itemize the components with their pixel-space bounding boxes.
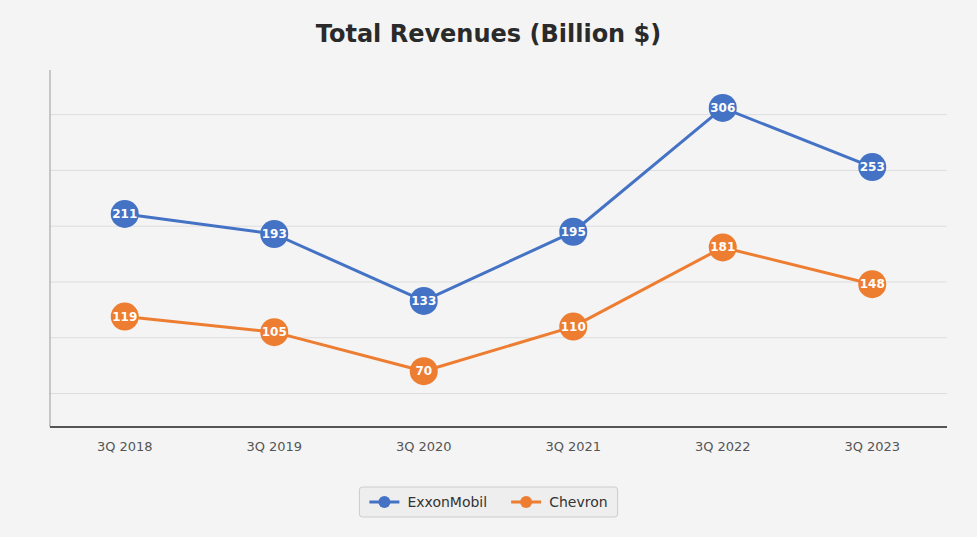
x-tick-label: 3Q 2022: [695, 439, 751, 454]
legend-label: ExxonMobil: [407, 494, 487, 510]
data-label: 181: [710, 240, 735, 254]
grid-line: [50, 114, 947, 115]
y-axis-line: [50, 70, 51, 427]
legend-marker: [520, 496, 532, 508]
grid-line: [50, 281, 947, 282]
chart-svg: Total Revenues (Billion $) 3Q 2018 3Q 2019…: [0, 0, 977, 537]
plot-area: [111, 94, 887, 385]
x-tick-label: 3Q 2023: [844, 439, 900, 454]
legend: ExxonMobil Chevron: [359, 487, 617, 517]
title: Total Revenues (Billion $): [316, 20, 661, 48]
marker: [559, 313, 587, 341]
marker: [111, 200, 139, 228]
series-line: [125, 108, 873, 301]
marker: [260, 220, 288, 248]
data-label: 211: [112, 207, 137, 221]
data-label: 110: [561, 320, 586, 334]
marker: [709, 233, 737, 261]
legend-label: Chevron: [549, 494, 607, 510]
data-label: 105: [262, 325, 287, 339]
marker: [111, 303, 139, 331]
legend-box: [359, 487, 617, 517]
data-label: 119: [112, 310, 137, 324]
data-label: 253: [860, 160, 885, 174]
x-tick-label: 3Q 2018: [97, 439, 153, 454]
grid-line: [50, 170, 947, 171]
marker: [709, 94, 737, 122]
data-label: 148: [860, 277, 885, 291]
marker: [410, 287, 438, 315]
grid-line: [50, 393, 947, 394]
grid-line: [50, 226, 947, 227]
x-tick-label: 3Q 2021: [545, 439, 601, 454]
data-label: 195: [561, 225, 586, 239]
x-axis-line: [50, 426, 947, 428]
data-label: 70: [415, 364, 432, 378]
data-labels: 211 193 133 195 306 253 119 105 70 110 181 148: [112, 101, 885, 378]
marker: [559, 218, 587, 246]
data-label: 133: [411, 294, 436, 308]
chart-container: Total Revenues (Billion $) 3Q 2018 3Q 2019…: [0, 0, 977, 537]
grid-line: [50, 337, 947, 338]
legend-marker: [378, 496, 390, 508]
marker: [260, 318, 288, 346]
marker: [410, 357, 438, 385]
x-tick-label: 3Q 2020: [396, 439, 452, 454]
data-label: 193: [262, 227, 287, 241]
series-line: [125, 247, 873, 371]
marker: [858, 270, 886, 298]
x-tick-label: 3Q 2019: [246, 439, 302, 454]
data-label: 306: [710, 101, 735, 115]
marker: [858, 153, 886, 181]
